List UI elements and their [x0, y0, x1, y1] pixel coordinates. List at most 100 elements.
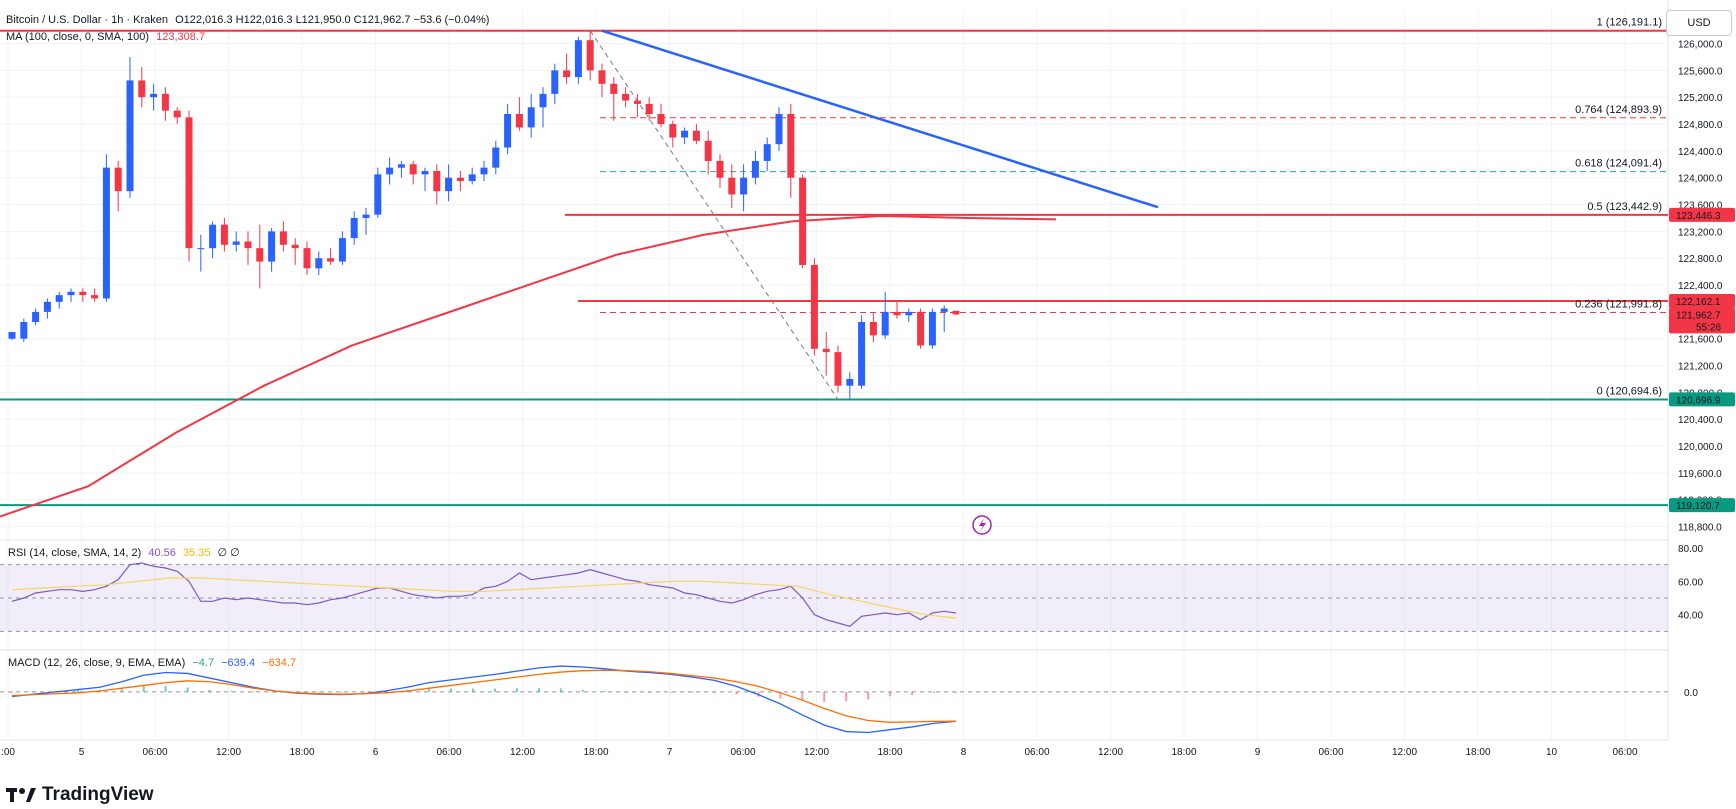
rsi-pane — [0, 562, 1668, 632]
price-tick-label: 122,800.0 — [1678, 254, 1723, 265]
rsi-value: 40.56 — [148, 547, 176, 559]
price-tick-label: 124,000.0 — [1678, 174, 1723, 185]
macd-hist-bar — [669, 691, 672, 693]
macd-hist-bar — [867, 691, 870, 700]
time-tick-label: 12:00 — [804, 747, 829, 758]
candle-body — [268, 231, 276, 262]
macd-hist-bar — [581, 689, 584, 692]
time-tick-label: 06:00 — [436, 747, 461, 758]
rsi-extra: ∅ ∅ — [217, 547, 240, 559]
candle-body — [692, 130, 700, 141]
candle-body — [905, 311, 913, 316]
level-label: 0 (120,694.6) — [1597, 385, 1662, 397]
candles-layer — [8, 30, 960, 400]
macd-hist-bar — [779, 691, 782, 699]
candle-body — [185, 117, 193, 249]
macd-hist-bar — [362, 691, 365, 693]
price-tick-label: 121,600.0 — [1678, 335, 1723, 346]
macd-hist-bar — [120, 688, 123, 692]
level-label: 0.764 (124,893.9) — [1575, 104, 1662, 116]
candle-body — [327, 258, 335, 262]
candle-body — [173, 110, 181, 118]
time-tick-label: 18:00 — [877, 747, 902, 758]
candle-body — [91, 295, 99, 299]
lightning-icon[interactable] — [972, 515, 992, 535]
macd-hist-bar — [11, 691, 13, 693]
candle-body — [138, 80, 146, 98]
candle-body — [279, 231, 287, 245]
price-tick-label: 123,600.0 — [1678, 201, 1723, 212]
macd-label: MACD (12, 26, close, 9, EMA, EMA) — [8, 657, 186, 669]
macd-hist-bar — [186, 687, 189, 692]
time-tick-label: 7 — [667, 747, 673, 758]
candle-body — [846, 378, 854, 386]
ma100-layer — [0, 214, 1057, 518]
price-tick-label: 123,200.0 — [1678, 227, 1723, 238]
trendline-layer — [601, 29, 1159, 209]
macd-hist-bar — [32, 691, 35, 693]
candle-body — [657, 113, 665, 125]
candle-body — [881, 311, 889, 336]
candle-body — [563, 70, 571, 78]
macd-hist-bar — [647, 691, 650, 693]
candle-body — [43, 301, 51, 312]
macd-hist-bar — [713, 691, 716, 694]
candle-body — [551, 70, 559, 94]
price-tags: 123,446.3 122,162.1 121,962.755:26 120,696.… — [1669, 207, 1735, 513]
candle-body — [480, 167, 488, 175]
currency-button[interactable]: USD — [1666, 10, 1732, 36]
candle-body — [197, 248, 205, 250]
macd-signal-value: −634.7 — [262, 657, 297, 669]
macd-hist-bar — [823, 691, 826, 702]
ohlc-values: O122,016.3 H122,016.3 L121,950.0 C121,96… — [175, 14, 490, 26]
macd-hist-bar — [252, 691, 255, 693]
price-tag-box — [1669, 392, 1735, 407]
candle-body — [728, 177, 736, 195]
candle-body — [492, 147, 500, 168]
macd-hist-bar — [537, 688, 540, 692]
time-tick-label: 06:00 — [730, 747, 755, 758]
signal-line — [11, 669, 957, 723]
macd-hist-bar — [515, 688, 518, 692]
candle-body — [256, 248, 264, 262]
time-tick-label: 18:00 — [289, 747, 314, 758]
rsi-tick-label: 80.00 — [1678, 544, 1703, 555]
candle-body — [799, 177, 807, 265]
candle-body — [433, 171, 441, 192]
time-tick-label: 06:00 — [1024, 747, 1049, 758]
macd-pane — [0, 665, 1668, 734]
macd-hist-bar — [955, 691, 957, 693]
rsi-label: RSI (14, close, SMA, 14, 2) — [8, 547, 142, 559]
price-tag-text: 122,162.1 — [1676, 297, 1721, 308]
candle-body — [209, 224, 217, 249]
candle-body — [751, 160, 759, 178]
candle-body — [763, 144, 771, 161]
rsi-sma-value: 35.35 — [182, 547, 211, 559]
candle-body — [869, 321, 877, 336]
time-tick-label: 5 — [79, 747, 85, 758]
candle-body — [716, 160, 724, 178]
price-tick-label: 126,000.0 — [1678, 40, 1723, 51]
time-tick-label: 12:00 — [1392, 747, 1417, 758]
rsi-line — [11, 562, 957, 627]
candle-body — [55, 295, 63, 302]
price-tick-label: 125,200.0 — [1678, 93, 1723, 104]
price-tag-box — [1669, 498, 1735, 513]
symbol-header: Bitcoin / U.S. Dollar · 1h · Kraken O122… — [6, 14, 493, 26]
macd-tick-label: 0.0 — [1684, 688, 1698, 699]
price-tag-box — [1669, 207, 1735, 222]
time-tick-label: 9 — [1255, 747, 1261, 758]
price-tag-text: 121,962.7 — [1676, 310, 1721, 321]
candle-body — [633, 100, 641, 104]
candle-body — [940, 308, 948, 312]
macd-hist-bar — [340, 691, 343, 693]
brand-logo[interactable]: TradingView — [6, 784, 154, 806]
candle-body — [32, 311, 40, 322]
candle-body — [928, 311, 936, 346]
time-tick-label: 06:00 — [142, 747, 167, 758]
rsi-tick-label: 60.00 — [1678, 577, 1703, 588]
candle-body — [810, 264, 818, 349]
candle-body — [468, 174, 476, 182]
macd-hist-bar — [450, 688, 453, 692]
